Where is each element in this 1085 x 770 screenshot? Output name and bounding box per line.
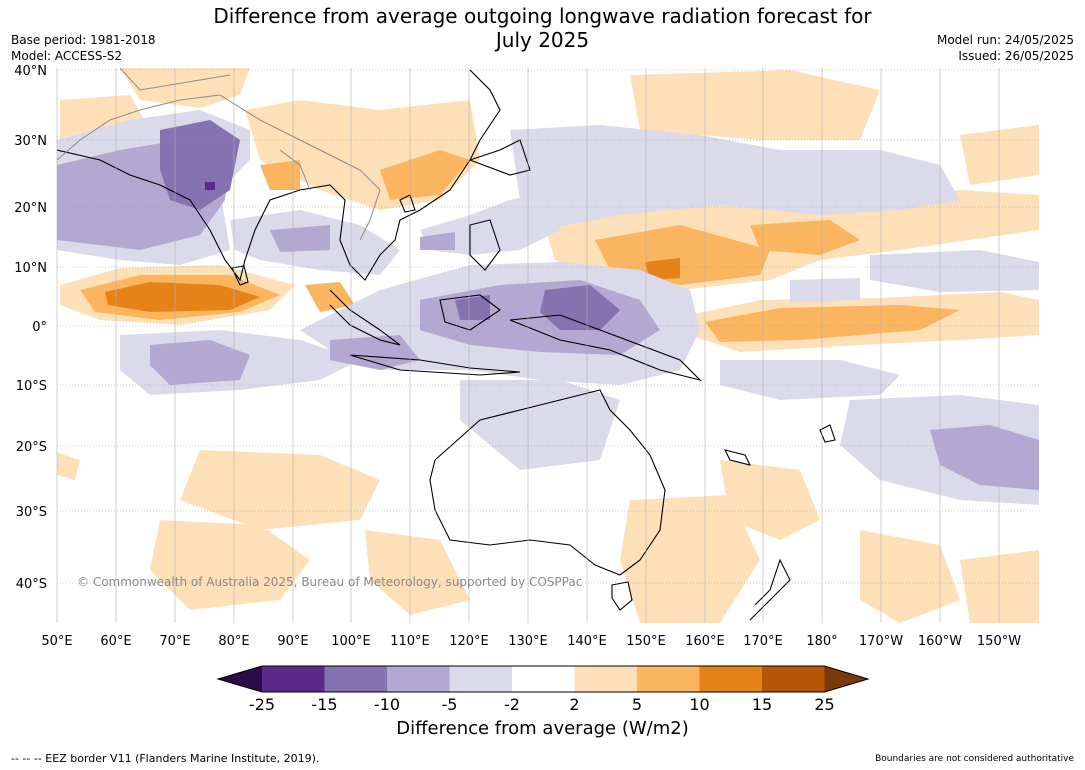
base-period: Base period: 1981-2018 <box>11 33 156 47</box>
national-borders <box>57 68 381 241</box>
colorbar-tick: -5 <box>442 695 458 714</box>
colorbar-swatch <box>699 666 762 692</box>
colorbar-tick: 15 <box>752 695 772 714</box>
lat-label: 20°N <box>14 201 47 216</box>
issued-date: Issued: 26/05/2025 <box>958 49 1074 63</box>
lon-label: 180° <box>806 634 837 649</box>
colorbar-tick: 2 <box>569 695 579 714</box>
longitude-labels: 50°E 60°E 70°E 80°E 90°E 100°E 110°E 120… <box>41 634 1021 649</box>
colorbar-tick: -25 <box>249 695 275 714</box>
lat-label: 40°N <box>14 64 47 79</box>
lon-label: 150°W <box>977 634 1021 649</box>
colorbar-swatch <box>449 666 512 692</box>
lon-label: 120°E <box>449 634 489 649</box>
colorbar-title: Difference from average (W/m2) <box>396 718 689 739</box>
colorbar-swatch <box>512 666 575 692</box>
boundaries-disclaimer: Boundaries are not considered authoritat… <box>875 754 1074 764</box>
colorbar-tick: 25 <box>814 695 834 714</box>
colorbar-swatch <box>637 666 700 692</box>
model-run: Model run: 24/05/2025 <box>936 33 1074 47</box>
lon-label: 170°W <box>859 634 903 649</box>
lon-label: 160°E <box>685 634 725 649</box>
lat-label: 30°N <box>14 134 47 149</box>
lon-label: 90°E <box>277 634 308 649</box>
colorbar-tick: -10 <box>374 695 400 714</box>
copyright-notice: © Commonwealth of Australia 2025, Bureau… <box>77 575 582 589</box>
lat-label: 10°N <box>14 261 47 276</box>
lon-label: 150°E <box>626 634 666 649</box>
colorbar-swatch <box>824 666 868 692</box>
latitude-labels: 40°N 30°N 20°N 10°N 0° 10°S 20°S 30°S 40… <box>14 64 47 592</box>
lat-label: 30°S <box>16 505 47 520</box>
colorbar-swatch <box>324 666 387 692</box>
lon-label: 170°E <box>743 634 783 649</box>
title-line-2: July 2025 <box>495 28 590 52</box>
lat-label: 10°S <box>16 379 47 394</box>
colorbar-tick: 5 <box>632 695 642 714</box>
anomaly-shading <box>57 68 1039 623</box>
meta-left: Base period: 1981-2018 Model: ACCESS-S2 <box>11 32 156 64</box>
lon-label: 50°E <box>41 634 72 649</box>
colorbar-swatch <box>262 666 325 692</box>
meta-right: Model run: 24/05/2025 Issued: 26/05/2025 <box>937 32 1074 64</box>
meridians <box>56 68 1000 623</box>
page-title: Difference from average outgoing longwav… <box>0 4 1085 52</box>
lat-label: 20°S <box>16 440 47 455</box>
lon-label: 70°E <box>159 634 190 649</box>
colorbar-swatch <box>218 666 262 692</box>
title-line-1: Difference from average outgoing longwav… <box>213 4 872 28</box>
colorbar-outline <box>216 665 870 693</box>
lon-label: 130°E <box>508 634 548 649</box>
colorbar-swatch <box>387 666 450 692</box>
colorbar-swatch <box>762 666 825 692</box>
colorbar-swatch <box>574 666 637 692</box>
lat-label: 0° <box>32 320 47 335</box>
lon-label: 110°E <box>390 634 430 649</box>
lon-label: 160°W <box>918 634 962 649</box>
colorbar: -25 -15 -10 -5 -2 2 5 10 15 25 <box>216 665 870 714</box>
lon-label: 100°E <box>331 634 371 649</box>
colorbar-tick: -2 <box>504 695 520 714</box>
lon-label: 140°E <box>567 634 607 649</box>
lat-label: 40°S <box>16 577 47 592</box>
eez-border-note: -- -- -- EEZ border V11 (Flanders Marine… <box>11 752 320 765</box>
lon-label: 60°E <box>100 634 131 649</box>
lon-label: 80°E <box>218 634 249 649</box>
colorbar-tick: 10 <box>689 695 709 714</box>
model-name: Model: ACCESS-S2 <box>11 49 123 63</box>
coastlines <box>57 69 836 621</box>
colorbar-tick: -15 <box>311 695 337 714</box>
